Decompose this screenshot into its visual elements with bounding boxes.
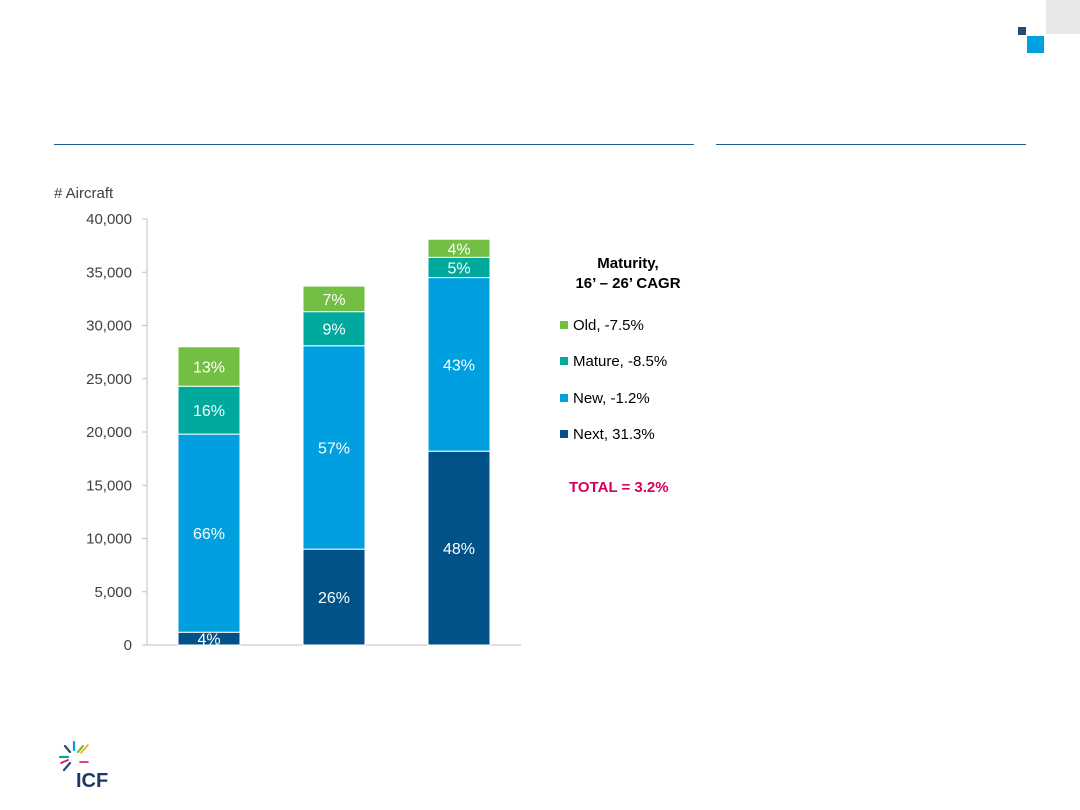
bar-data-label: 4% (447, 241, 470, 258)
legend-title-line1: Maturity, (597, 255, 659, 272)
bar-segment (427, 277, 491, 452)
bar-segment (302, 285, 366, 313)
legend-label-next: Next, 31.3% (573, 426, 655, 443)
y-tick-label: 30,000 (86, 318, 132, 335)
legend-title: Maturity, 16’ – 26’ CAGR (548, 254, 708, 294)
legend-item-old: Old, -7.5% (560, 317, 644, 335)
bar-segment (177, 385, 241, 435)
bar-segment (177, 346, 241, 387)
bar-data-label: 43% (443, 357, 475, 374)
bar-data-label: 4% (197, 632, 220, 649)
logo-wordmark: ICF (76, 770, 108, 790)
corner-decoration-blue (1027, 36, 1044, 53)
icf-logo: ICF (58, 740, 108, 790)
bar-segment (302, 345, 366, 550)
bar-data-label: 57% (318, 440, 350, 457)
y-tick-label: 25,000 (86, 371, 132, 388)
bar-data-label: 66% (193, 526, 225, 543)
legend-swatch-mature (560, 357, 568, 366)
legend-item-new: New, -1.2% (560, 390, 650, 408)
legend-swatch-new (560, 394, 568, 403)
y-tick-label: 15,000 (86, 477, 132, 494)
y-axis-label: # Aircraft (54, 185, 114, 202)
bar-data-label: 26% (318, 590, 350, 607)
legend-swatch-next (560, 430, 568, 439)
bar-segment (427, 450, 491, 646)
y-tick-label: 40,000 (86, 211, 132, 228)
legend-label-old: Old, -7.5% (573, 317, 644, 334)
legend-label-mature: Mature, -8.5% (573, 353, 668, 370)
bar-segment (302, 548, 366, 646)
y-tick-label: 0 (124, 637, 132, 654)
bar-segment (177, 433, 241, 633)
legend-swatch-old (560, 321, 568, 330)
bar-data-label: 7% (322, 292, 345, 309)
y-tick-label: 5,000 (94, 584, 132, 601)
legend-title-line2: 16’ – 26’ CAGR (575, 275, 681, 292)
bar-segment (427, 238, 491, 258)
bar-data-label: 9% (322, 322, 345, 339)
bar-data-label: 5% (447, 260, 470, 277)
corner-decoration-dark (1018, 27, 1026, 35)
legend-item-next: Next, 31.3% (560, 426, 655, 444)
legend-label-new: New, -1.2% (573, 390, 650, 407)
bar-data-label: 48% (443, 541, 475, 558)
total-cagr: TOTAL = 3.2% (569, 479, 669, 496)
y-tick-label: 10,000 (86, 531, 132, 548)
title-rule-right (716, 144, 1026, 145)
corner-decoration-gray (1046, 0, 1080, 34)
y-tick-label: 35,000 (86, 264, 132, 281)
y-tick-label: 20,000 (86, 424, 132, 441)
legend-item-mature: Mature, -8.5% (560, 353, 667, 371)
bar-data-label: 13% (193, 360, 225, 377)
bar-data-label: 16% (193, 403, 225, 420)
title-rule-left (54, 144, 694, 145)
